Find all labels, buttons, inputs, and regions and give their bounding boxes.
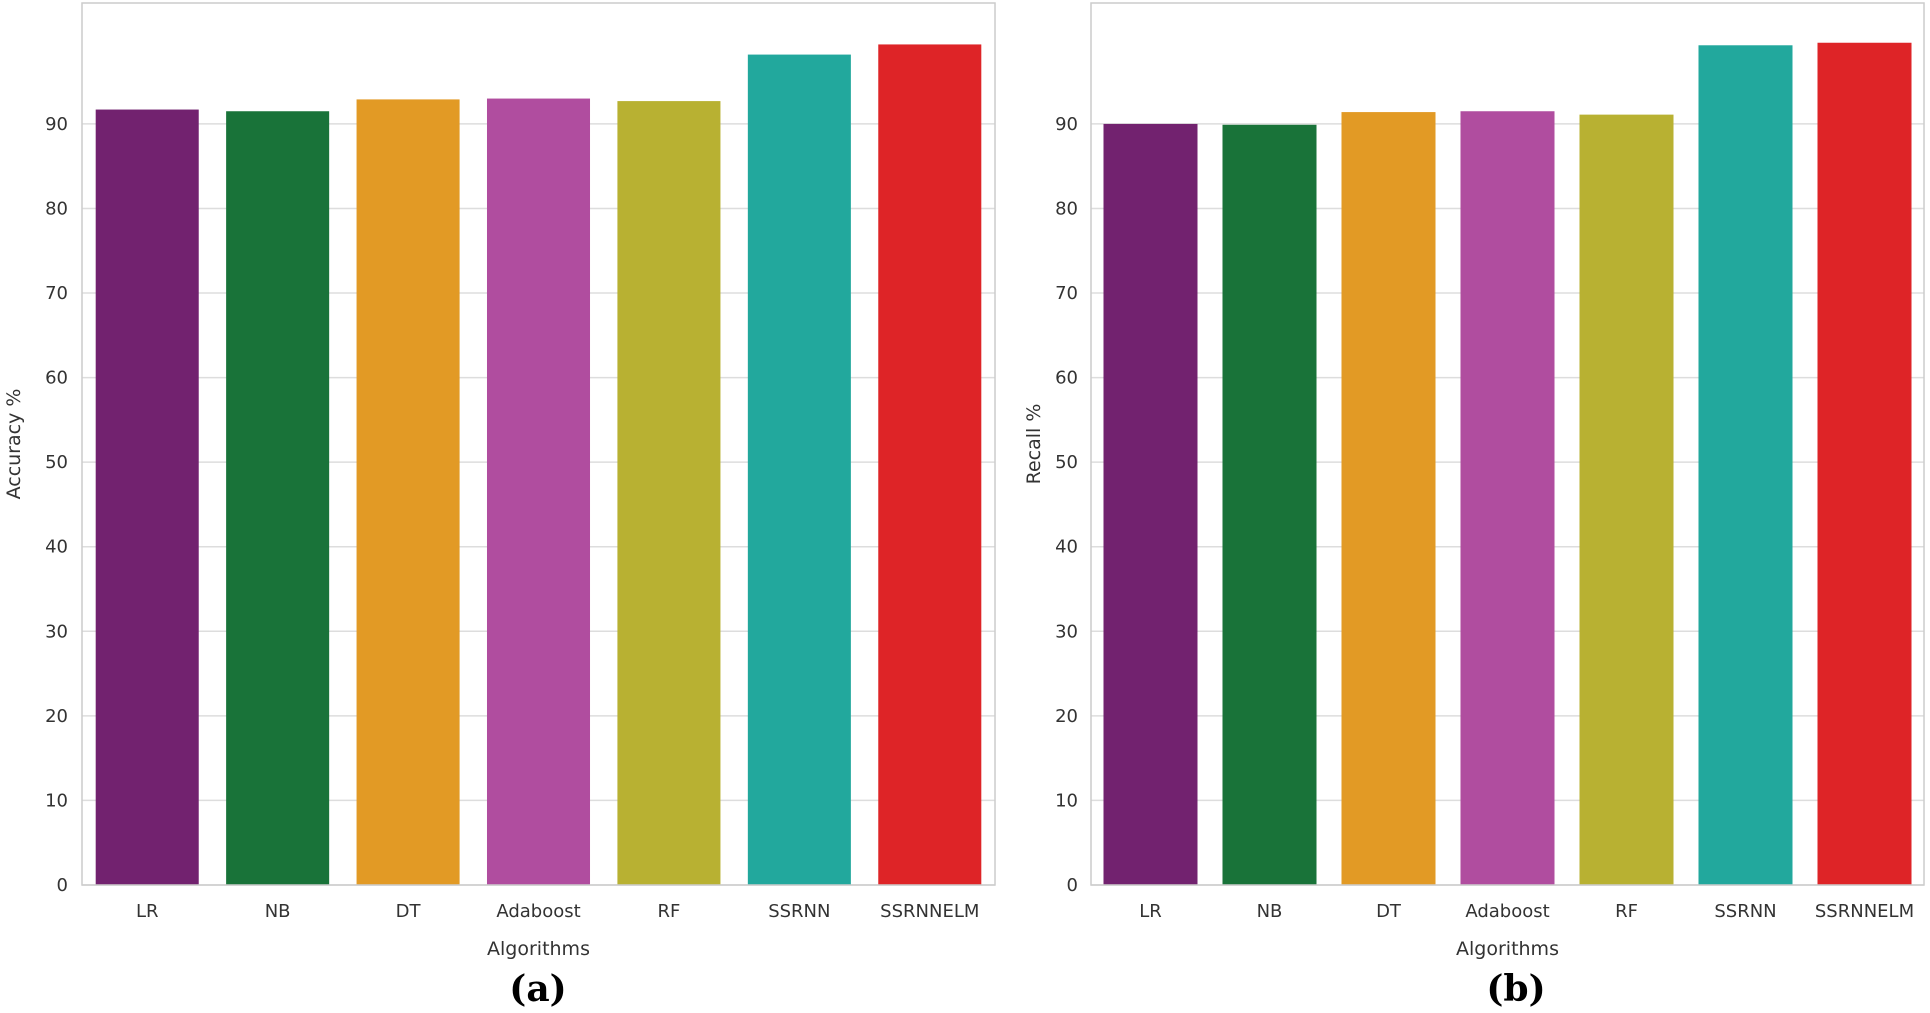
y-axis-title: Recall % — [1023, 404, 1045, 485]
x-tick-label: NB — [1257, 901, 1283, 922]
y-tick-label: 0 — [1067, 875, 1078, 896]
x-tick-label: RF — [1615, 901, 1638, 922]
y-tick-label: 30 — [45, 621, 68, 642]
plot-frame — [1090, 2, 1925, 886]
y-tick-label: 0 — [57, 875, 68, 896]
bar-adaboost — [486, 98, 591, 885]
x-tick-label: Adaboost — [496, 901, 580, 922]
x-tick-label: Adaboost — [1465, 901, 1549, 922]
panel-label-b: (b) — [1486, 968, 1545, 1010]
y-tick-label: 90 — [1055, 114, 1078, 135]
y-tick-label: 40 — [1055, 537, 1078, 558]
bar-dt — [1341, 112, 1436, 885]
bar-rf — [617, 101, 721, 886]
y-tick-label: 60 — [1055, 368, 1078, 389]
y-tick-label: 70 — [45, 283, 68, 304]
bar-rf — [1579, 114, 1674, 886]
x-tick-label: SSRNN — [768, 901, 830, 922]
bar-nb — [226, 111, 330, 886]
bar-ssrnnelm — [878, 44, 982, 886]
x-axis-title: Algorithms — [1456, 938, 1559, 960]
x-tick-label: SSRNNELM — [1815, 901, 1914, 922]
plot-frame — [81, 2, 996, 886]
x-tick-label: LR — [1139, 901, 1162, 922]
y-tick-label: 20 — [45, 706, 68, 727]
x-tick-label: RF — [657, 901, 680, 922]
y-tick-label: 10 — [45, 790, 68, 811]
x-tick-label: DT — [396, 901, 422, 922]
bar-lr — [95, 109, 199, 885]
y-tick-label: 30 — [1055, 621, 1078, 642]
bar-ssrnn — [1698, 45, 1793, 886]
x-tick-label: SSRNNELM — [880, 901, 979, 922]
accuracy-chart: 0 10 20 30 40 50 60 70 80 90 LR NB DT Adaboost RF SSRNN… — [3, 2, 996, 960]
x-tick-label: DT — [1376, 901, 1402, 922]
x-tick-label: LR — [136, 901, 159, 922]
y-tick-label: 50 — [1055, 452, 1078, 473]
bar-dt — [356, 99, 460, 885]
y-tick-label: 80 — [45, 198, 68, 219]
bar-ssrnn — [747, 54, 851, 886]
x-axis-title: Algorithms — [487, 938, 590, 960]
bar-lr — [1103, 123, 1198, 886]
bar-adaboost — [1460, 111, 1555, 886]
y-tick-label: 20 — [1055, 706, 1078, 727]
x-tick-label: NB — [265, 901, 291, 922]
x-tick-label: SSRNN — [1714, 901, 1776, 922]
y-tick-label: 10 — [1055, 790, 1078, 811]
y-tick-label: 80 — [1055, 198, 1078, 219]
y-tick-label: 40 — [45, 537, 68, 558]
y-tick-label: 60 — [45, 368, 68, 389]
y-tick-label: 50 — [45, 452, 68, 473]
y-axis-title: Accuracy % — [3, 389, 25, 500]
y-tick-label: 70 — [1055, 283, 1078, 304]
bar-nb — [1222, 124, 1317, 886]
bar-ssrnnelm — [1817, 42, 1912, 885]
recall-chart: 0 10 20 30 40 50 60 70 80 90 LR NB DT Adaboost RF SSRNN… — [1023, 2, 1925, 960]
panel-label-a: (a) — [509, 968, 566, 1010]
y-tick-label: 90 — [45, 114, 68, 135]
